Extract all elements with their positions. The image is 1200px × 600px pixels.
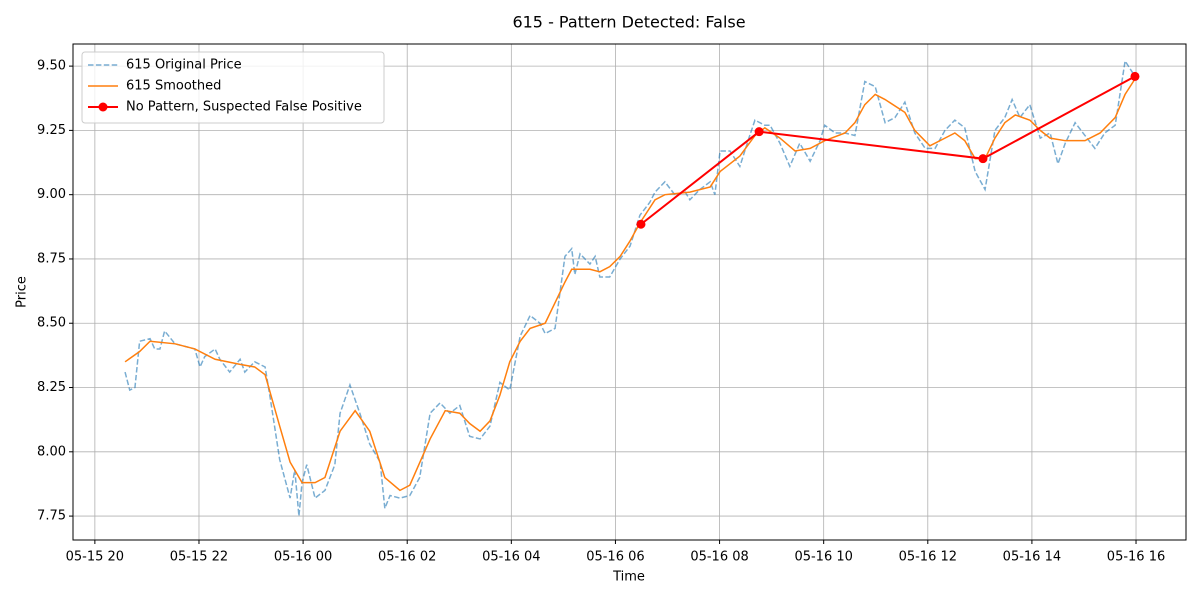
y-tick-label: 9.50 [37,59,66,74]
x-axis-label: Time [612,570,645,585]
marker [978,154,988,164]
marker [754,127,764,137]
axes-frame [72,43,1187,541]
x-tick-label: 05-15 20 [66,550,124,565]
chart-title: 615 - Pattern Detected: False [512,13,745,32]
x-tick-label: 05-15 22 [170,550,228,565]
x-tick-label: 05-16 16 [1107,550,1165,565]
legend-label: 615 Smoothed [126,79,221,94]
y-axis-label: Price [15,276,30,308]
marker [1130,71,1140,81]
x-tick-label: 05-16 04 [482,550,540,565]
legend-label: No Pattern, Suspected False Positive [126,100,362,115]
y-tick-label: 8.50 [37,316,66,331]
x-tick-label: 05-16 00 [274,550,332,565]
legend: 615 Original Price 615 Smoothed No Pattern… [81,51,385,124]
y-tick-label: 8.25 [37,380,66,395]
x-tick-label: 05-16 08 [690,550,748,565]
y-tick-label: 9.00 [37,187,66,202]
x-tick-label: 05-16 14 [1003,550,1061,565]
x-tick-label: 05-16 10 [794,550,852,565]
y-tick-label: 7.75 [37,509,66,524]
series-line [640,75,1136,226]
legend-box [81,51,385,124]
y-tick-label: 8.00 [37,444,66,459]
series-line [124,58,1136,517]
x-tick-label: 05-16 02 [378,550,436,565]
x-tick-label: 05-16 12 [899,550,957,565]
legend-marker [98,102,108,112]
y-tick-label: 9.25 [37,123,66,138]
legend-label: 615 Original Price [126,58,242,73]
x-tick-label: 05-16 06 [586,550,644,565]
y-tick-label: 8.75 [37,251,66,266]
marker [636,219,646,229]
